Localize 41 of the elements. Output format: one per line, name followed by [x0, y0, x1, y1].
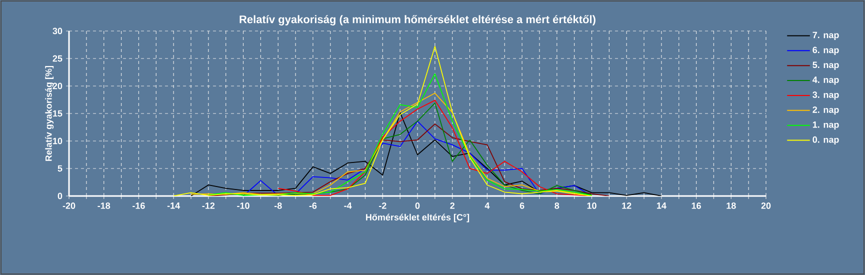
x-tick-label: -6 — [309, 202, 317, 209]
x-tick-label: 16 — [692, 202, 701, 209]
x-tick-label: -2 — [379, 202, 386, 209]
x-tick-label: -16 — [132, 202, 145, 209]
x-tick-label: 8 — [554, 202, 560, 209]
chart-title: Relatív gyakoriság (a minimum hőmérséklet eltérése a mért értéktől) — [240, 15, 596, 26]
x-tick-label: 18 — [726, 202, 736, 209]
y-tick-label: 15 — [53, 110, 62, 117]
x-tick-label: -14 — [167, 202, 180, 209]
x-tick-label: 14 — [657, 202, 666, 209]
y-axis-title: Relatív gyakoriság [%] — [45, 66, 54, 161]
legend-label: 6. nap — [812, 46, 839, 55]
x-tick-label: 20 — [761, 202, 771, 209]
legend-label: 3. nap — [812, 92, 839, 100]
y-tick-label: 10 — [53, 138, 62, 144]
y-tick-label: 25 — [52, 55, 62, 62]
x-tick-label: 0 — [415, 202, 420, 209]
legend-label: 0. nap — [812, 136, 839, 145]
x-tick-label: 10 — [587, 202, 596, 209]
y-tick-label: 0 — [58, 192, 62, 200]
x-tick-label: 6 — [520, 202, 524, 209]
legend-label: 7. nap — [812, 32, 839, 40]
legend-label: 2. nap — [812, 106, 839, 115]
line-series — [208, 73, 592, 196]
x-tick-label: 4 — [484, 202, 490, 209]
legend-label: 4. nap — [812, 76, 839, 85]
x-tick-label: 2 — [450, 202, 454, 209]
x-tick-label: 12 — [622, 202, 632, 209]
legend-label: 1. nap — [812, 122, 839, 130]
y-tick-label: 5 — [58, 165, 62, 172]
x-axis-title: Hőmérséklet eltérés [C°] — [366, 214, 470, 222]
y-tick-label: 30 — [52, 28, 62, 34]
y-tick-label: 20 — [52, 82, 62, 90]
x-tick-label: -20 — [62, 202, 76, 209]
line-series — [173, 46, 592, 196]
x-tick-label: -12 — [202, 202, 215, 209]
x-tick-label: -4 — [344, 202, 352, 209]
x-tick-label: -10 — [237, 202, 250, 209]
x-tick-label: -8 — [274, 202, 282, 209]
x-tick-label: -18 — [98, 202, 110, 209]
legend-label: 5. nap — [812, 62, 839, 70]
